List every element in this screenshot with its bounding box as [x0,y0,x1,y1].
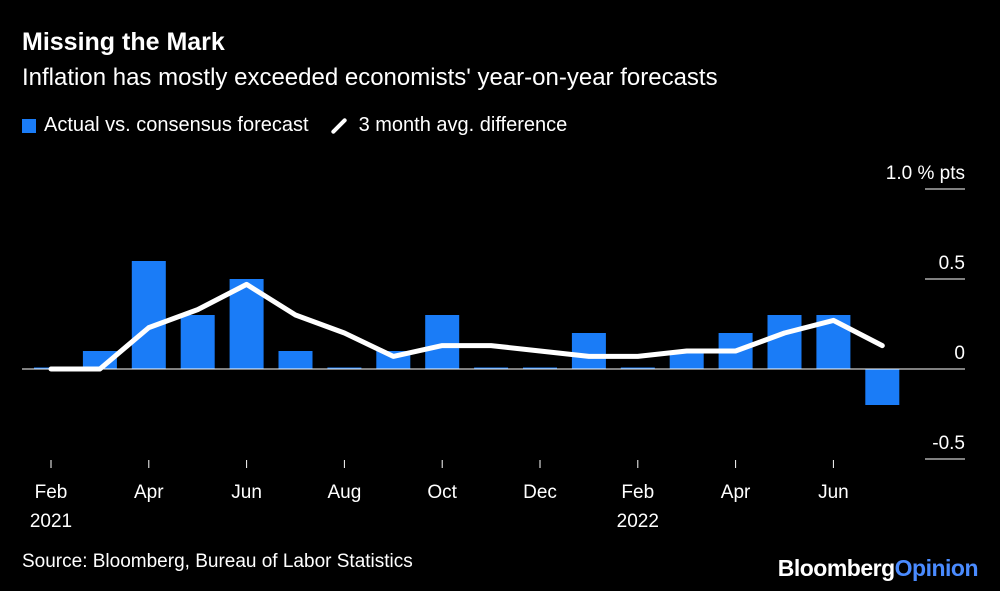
x-tick-year-label: 2021 [30,511,72,532]
bar [523,367,557,369]
x-tick-label: Jun [818,482,849,503]
bar [180,315,215,369]
bar [865,369,900,405]
legend-line-label: 3 month avg. difference [358,114,568,136]
brand-logo-part1: Bloomberg [777,555,895,581]
x-tick-label: Oct [427,482,457,503]
brand-logo-part2: Opinion [894,555,979,581]
bar [620,367,655,369]
x-tick-label: Aug [327,482,361,503]
chart-subtitle: Inflation has mostly exceeded economists… [22,64,718,91]
legend-bar-swatch [22,118,36,133]
source-note: Source: Bloomberg, Bureau of Labor Stati… [22,551,413,572]
x-tick-label: Dec [523,482,557,503]
bar [131,261,166,369]
x-tick-label: Feb [35,482,68,503]
bar [669,351,704,369]
x-tick-label: Feb [621,482,654,503]
brand-logo: BloombergOpinion [777,555,979,582]
x-tick-year-label: 2022 [617,511,659,532]
bar [474,367,509,369]
chart-title: Missing the Mark [22,28,225,56]
x-tick-label: Apr [721,482,751,503]
bar [327,367,362,369]
y-tick-label: 1.0 % pts [886,163,965,184]
legend: Actual vs. consensus forecast 3 month av… [22,114,567,137]
avg-line [48,281,885,372]
y-tick-label: 0 [954,343,965,364]
x-tick-label: Apr [134,482,164,503]
bar [278,351,313,369]
bar [425,315,460,369]
y-tick-label: -0.5 [932,433,965,454]
bar [767,315,802,369]
legend-bar-label: Actual vs. consensus forecast [44,114,309,136]
x-tick-label: Jun [231,482,262,503]
bar [571,333,606,369]
y-tick-label: 0.5 [939,253,965,274]
